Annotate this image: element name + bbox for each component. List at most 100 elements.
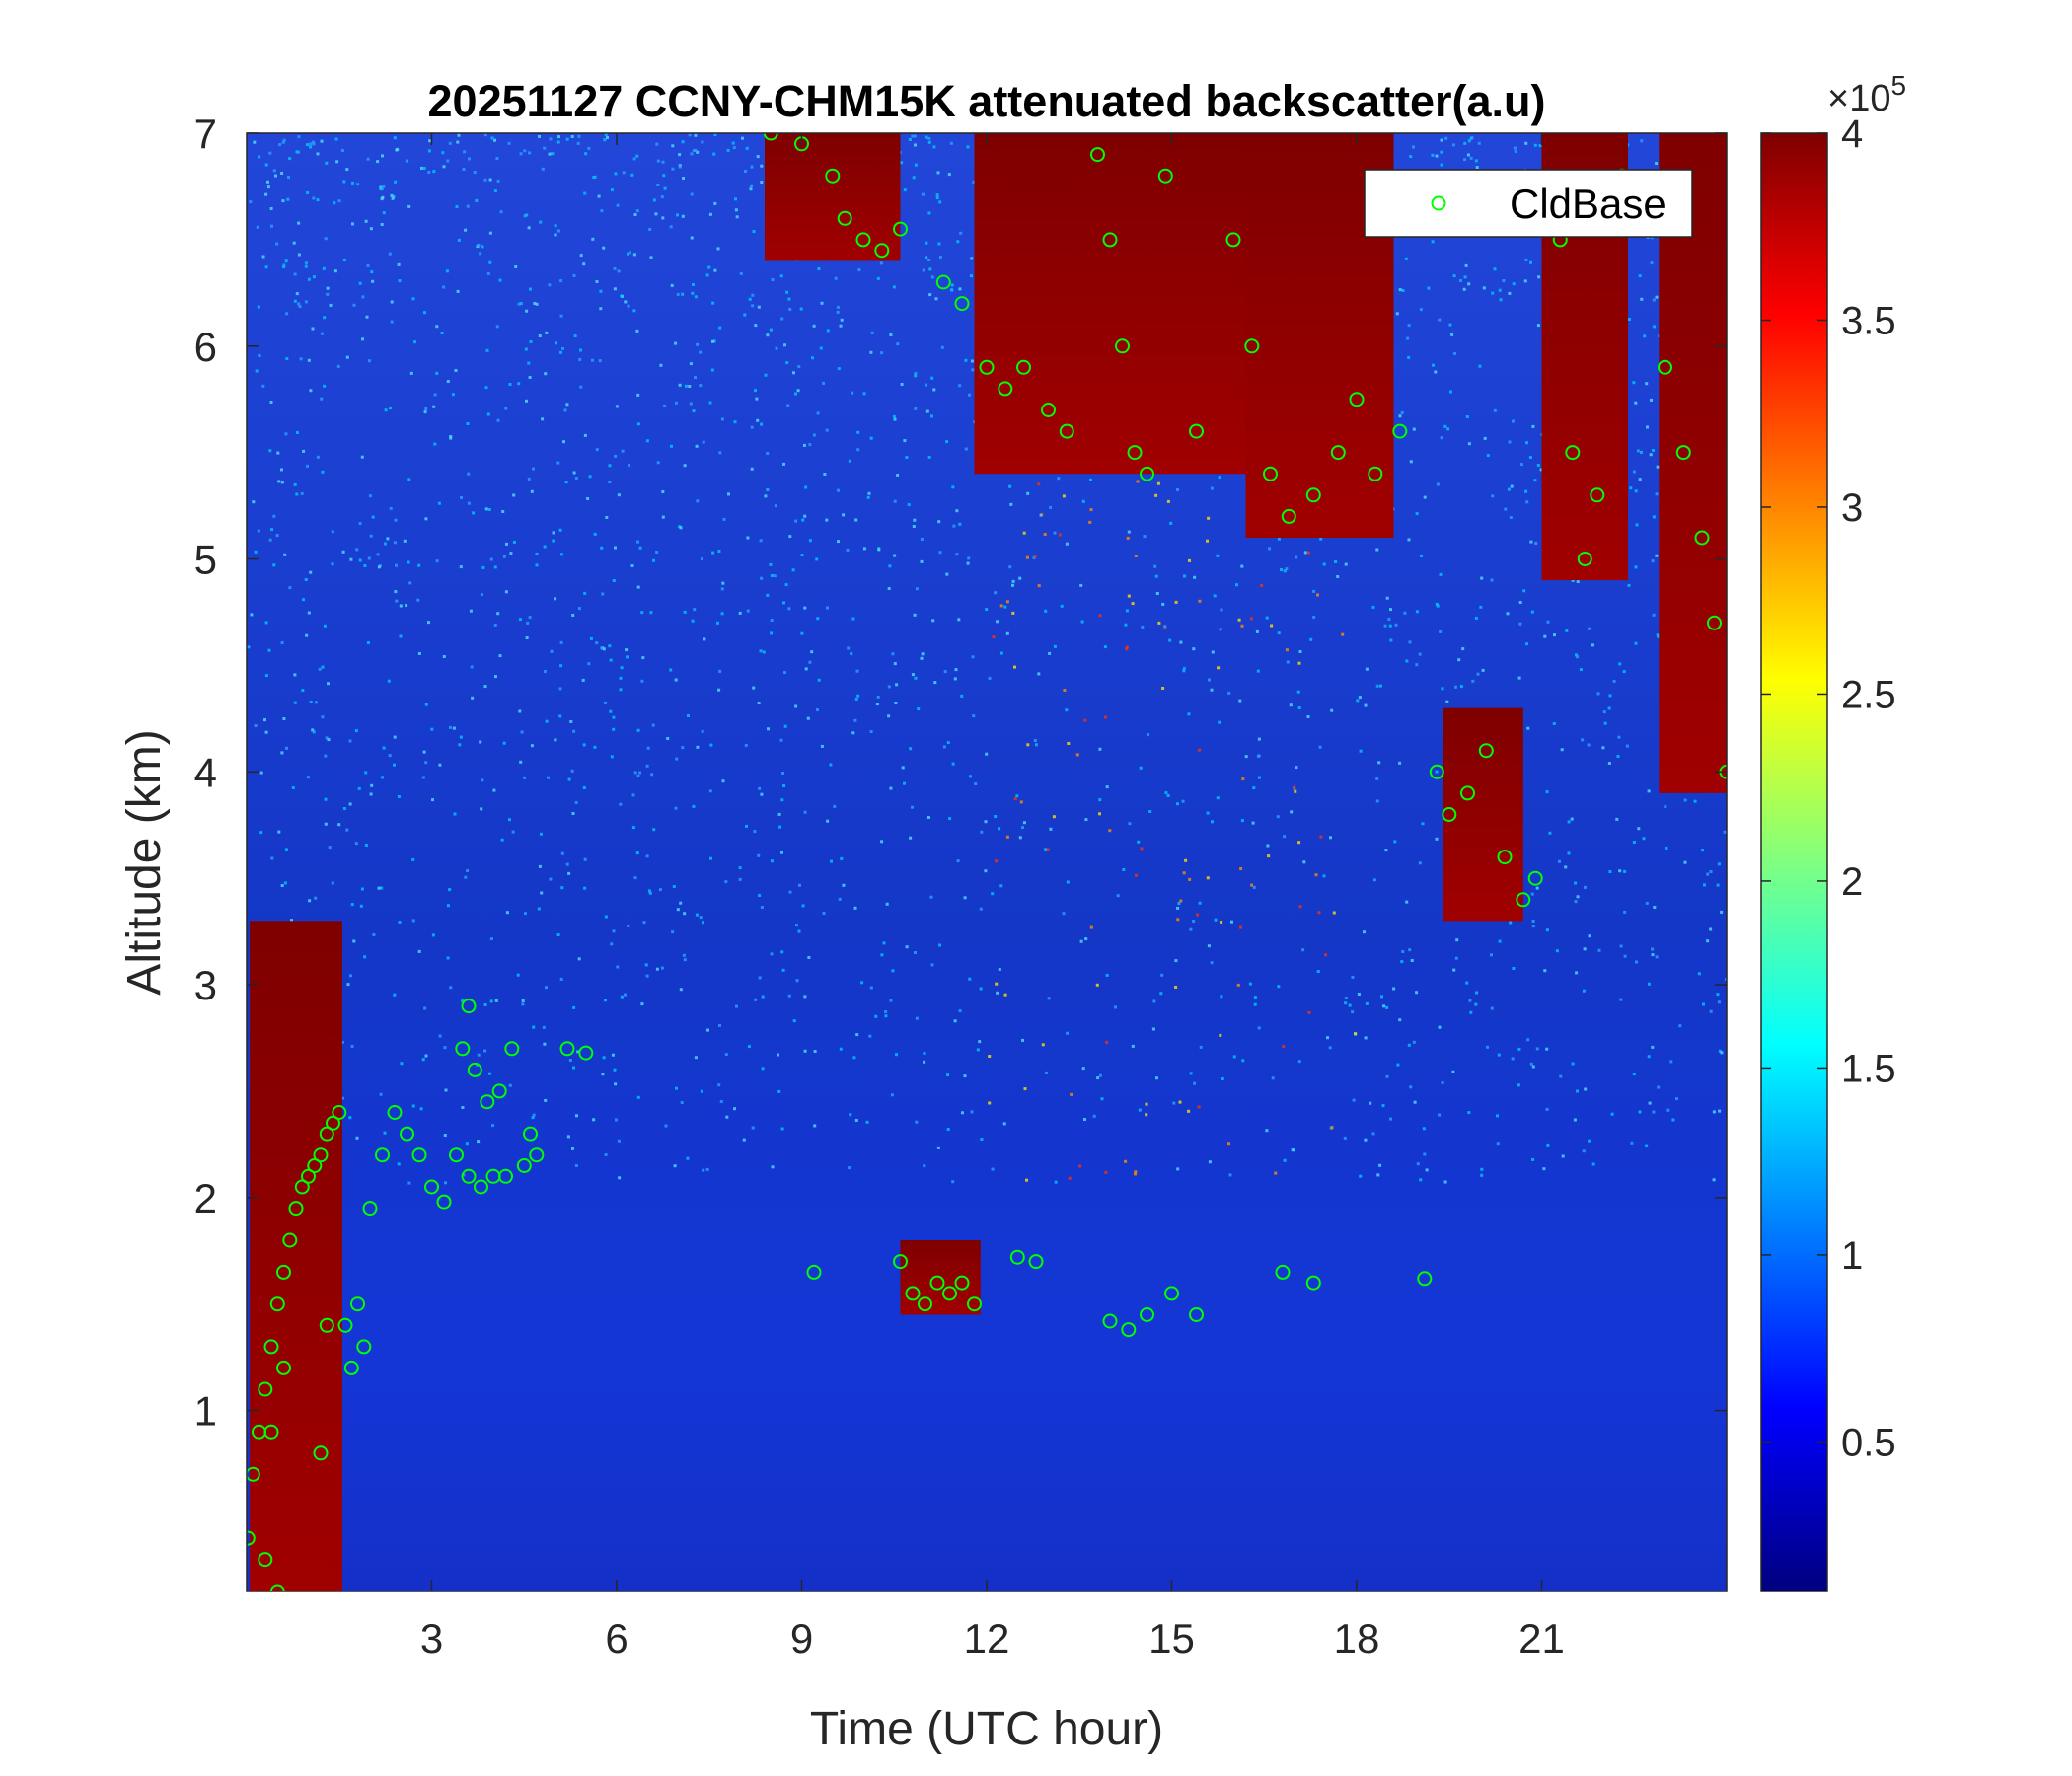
noise-speck	[350, 903, 354, 907]
noise-speck	[892, 414, 896, 418]
noise-speck	[792, 371, 795, 375]
noise-speck	[995, 982, 999, 986]
noise-speck	[1506, 612, 1510, 616]
noise-speck	[435, 371, 439, 375]
cldbase-point-32	[424, 1179, 439, 1195]
noise-speck	[1555, 949, 1559, 953]
noise-speck	[341, 550, 345, 554]
noise-speck	[435, 325, 439, 329]
cldbase-point-9	[288, 1201, 304, 1217]
noise-speck	[1357, 993, 1361, 996]
noise-speck	[1463, 141, 1467, 145]
noise-speck	[1709, 870, 1713, 873]
noise-speck	[1011, 579, 1015, 583]
noise-speck	[1210, 961, 1214, 965]
noise-speck	[1434, 370, 1438, 374]
noise-speck	[1296, 690, 1300, 694]
noise-speck	[717, 550, 721, 553]
noise-speck	[931, 619, 935, 623]
noise-speck	[958, 522, 962, 526]
cldbase-point-82	[1090, 147, 1105, 163]
noise-speck	[807, 956, 811, 959]
noise-speck	[619, 802, 623, 806]
noise-speck	[1415, 663, 1419, 667]
noise-speck	[923, 1051, 926, 1055]
legend-marker-cldbase	[1431, 195, 1446, 211]
noise-speck	[1232, 1055, 1236, 1059]
noise-speck	[1389, 608, 1392, 612]
noise-speck	[1227, 691, 1231, 695]
noise-speck	[324, 797, 328, 801]
cldbase-point-106	[1565, 445, 1581, 461]
noise-speck	[502, 555, 506, 558]
noise-speck	[952, 524, 956, 528]
noise-speck	[1531, 424, 1535, 428]
noise-speck	[1530, 610, 1534, 614]
noise-speck	[1712, 1110, 1716, 1114]
noise-speck	[673, 1164, 677, 1168]
noise-speck	[507, 141, 511, 145]
cldbase-point-103	[1516, 892, 1531, 908]
noise-speck	[1124, 1159, 1128, 1163]
noise-speck	[1622, 670, 1626, 674]
noise-speck	[876, 695, 880, 699]
noise-speck	[1717, 1000, 1721, 1004]
noise-speck	[1049, 827, 1053, 831]
noise-speck	[1517, 676, 1521, 680]
cldbase-point-88	[1189, 423, 1204, 439]
noise-speck	[985, 608, 989, 611]
noise-speck	[1647, 982, 1651, 986]
noise-speck	[1588, 627, 1591, 630]
noise-speck	[532, 1025, 536, 1029]
cldbase-point-19	[263, 1424, 279, 1440]
noise-speck	[1513, 146, 1517, 150]
noise-speck	[1395, 312, 1399, 316]
noise-speck	[1632, 470, 1636, 474]
cldbase-point-18	[269, 1584, 285, 1591]
noise-speck	[256, 225, 259, 229]
noise-speck	[928, 293, 932, 297]
noise-speck	[781, 772, 784, 775]
noise-speck	[819, 346, 823, 350]
noise-speck	[443, 1046, 447, 1050]
noise-speck	[622, 171, 626, 175]
cldbase-point-107	[1577, 552, 1592, 566]
noise-speck	[712, 339, 716, 343]
noise-speck	[1159, 992, 1163, 996]
noise-speck	[1536, 324, 1540, 328]
noise-speck	[1181, 799, 1185, 803]
noise-speck	[676, 908, 680, 912]
noise-speck	[967, 393, 971, 397]
noise-speck	[620, 666, 624, 670]
noise-speck	[355, 548, 359, 552]
noise-speck	[716, 247, 720, 251]
noise-speck	[1282, 1045, 1286, 1049]
cldbase-point-6	[269, 1296, 285, 1312]
noise-speck	[604, 915, 608, 919]
noise-speck	[912, 525, 916, 528]
noise-speck	[349, 557, 353, 561]
noise-speck	[1655, 554, 1659, 557]
noise-speck	[406, 159, 409, 163]
noise-speck	[758, 976, 762, 980]
noise-speck	[1081, 1067, 1085, 1071]
noise-speck	[1653, 325, 1657, 329]
noise-speck	[421, 776, 425, 779]
noise-speck	[619, 688, 623, 692]
noise-speck	[592, 1118, 596, 1122]
noise-speck	[333, 269, 337, 273]
noise-speck	[405, 604, 408, 607]
noise-speck	[331, 881, 334, 885]
noise-speck	[283, 553, 287, 556]
noise-speck	[1523, 279, 1527, 283]
noise-speck	[270, 224, 273, 228]
noise-speck	[328, 846, 332, 850]
noise-speck	[1619, 998, 1623, 1001]
noise-speck	[449, 436, 453, 440]
noise-speck	[717, 688, 721, 692]
noise-speck	[879, 261, 883, 265]
noise-speck	[1294, 789, 1297, 793]
noise-speck	[525, 636, 529, 639]
noise-speck	[572, 471, 576, 475]
